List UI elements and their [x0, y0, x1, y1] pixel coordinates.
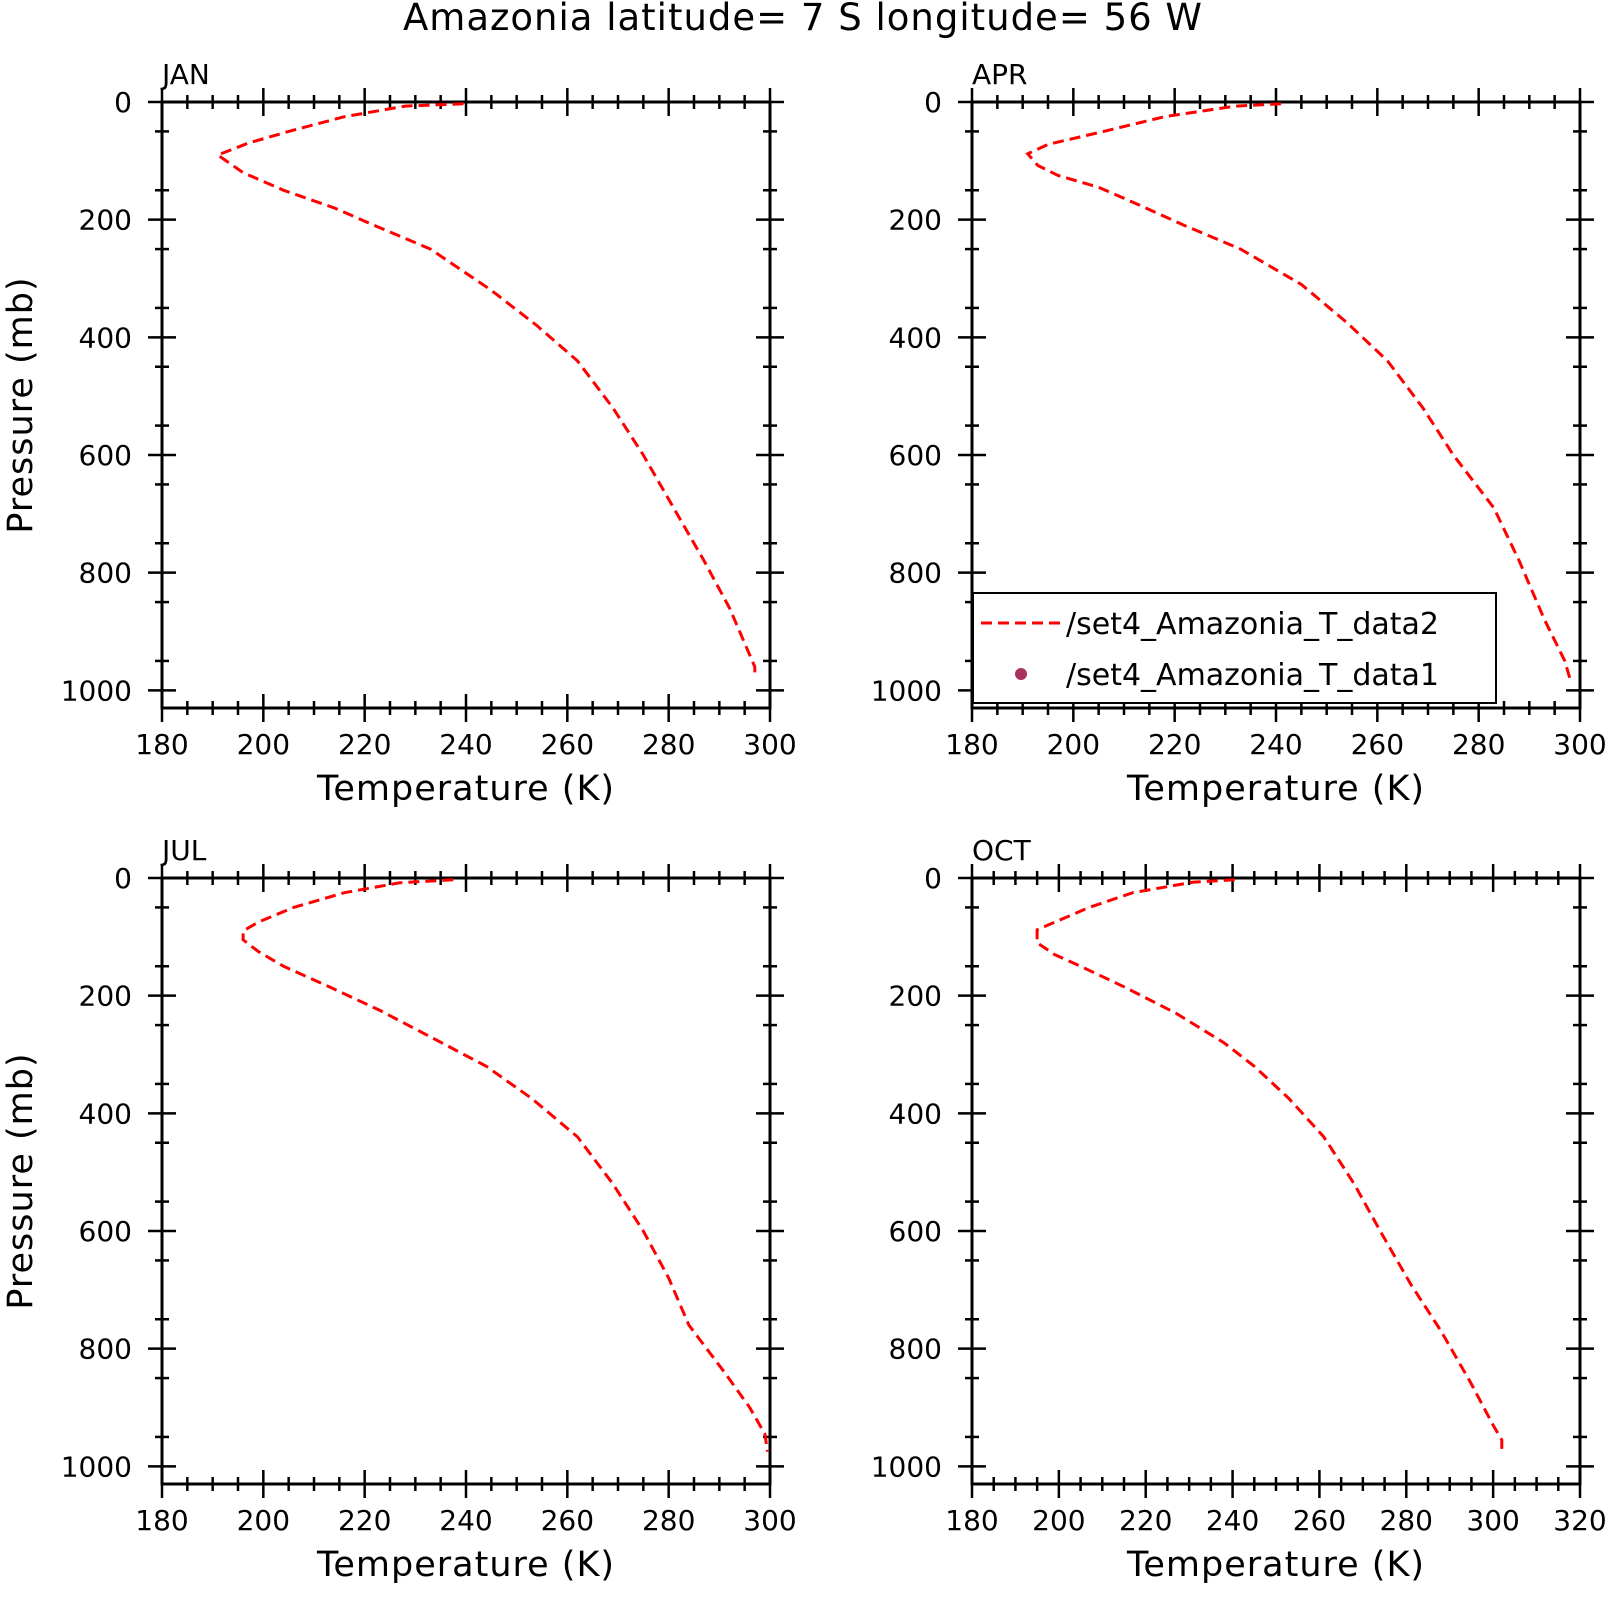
y-tick-label-jul-1: 200 [79, 980, 132, 1013]
x-tick-label-oct-0: 180 [945, 1504, 998, 1537]
y-tick-label-jul-4: 800 [79, 1333, 132, 1366]
y-tick-label-apr-2: 400 [889, 321, 942, 354]
y-tick-label-oct-1: 200 [889, 980, 942, 1013]
y-tick-label-jul-2: 400 [79, 1097, 132, 1130]
legend: /set4_Amazonia_T_data2 /set4_Amazonia_T_… [972, 592, 1497, 704]
figure-title: Amazonia latitude= 7 S longitude= 56 W [403, 0, 1203, 39]
series-line-jul-0 [241, 878, 769, 1452]
y-tick-label-apr-5: 1000 [871, 674, 942, 707]
y-tick-label-oct-5: 1000 [871, 1450, 942, 1483]
x-tick-label-jul-0: 180 [135, 1504, 188, 1537]
panel-label-apr: APR [972, 58, 1028, 91]
x-axis-title-oct: Temperature (K) [1126, 1545, 1425, 1585]
y-tick-label-jan-0: 0 [114, 86, 132, 119]
x-tick-label-oct-2: 220 [1119, 1504, 1172, 1537]
y-tick-label-oct-3: 600 [889, 1215, 942, 1248]
panel-label-jan: JAN [160, 58, 210, 91]
x-axis-title-jan: Temperature (K) [316, 769, 615, 809]
x-tick-label-oct-5: 280 [1380, 1504, 1433, 1537]
legend-label-data2: /set4_Amazonia_T_data2 [1066, 607, 1439, 642]
y-tick-label-apr-1: 200 [889, 204, 942, 237]
plot-frame-oct [970, 876, 1582, 1486]
y-tick-label-jan-5: 1000 [61, 674, 132, 707]
y-tick-label-jan-4: 800 [79, 557, 132, 590]
plot-frame-jan [160, 100, 772, 710]
y-tick-label-jan-2: 400 [79, 321, 132, 354]
x-tick-label-apr-4: 260 [1351, 728, 1404, 761]
x-tick-label-apr-6: 300 [1553, 728, 1606, 761]
y-tick-label-apr-3: 600 [889, 439, 942, 472]
x-tick-label-jan-0: 180 [135, 728, 188, 761]
x-tick-label-jul-5: 280 [642, 1504, 695, 1537]
legend-frame [972, 592, 1497, 704]
y-tick-label-oct-0: 0 [924, 862, 942, 895]
x-tick-label-jan-5: 280 [642, 728, 695, 761]
series-line-apr-0 [1025, 102, 1572, 680]
x-tick-label-apr-3: 240 [1249, 728, 1302, 761]
y-tick-label-jan-3: 600 [79, 439, 132, 472]
y-tick-label-oct-4: 800 [889, 1333, 942, 1366]
x-tick-label-jan-6: 300 [743, 728, 796, 761]
y-tick-label-jul-0: 0 [114, 862, 132, 895]
x-tick-label-oct-4: 260 [1293, 1504, 1346, 1537]
x-tick-label-jul-4: 260 [541, 1504, 594, 1537]
y-tick-label-jul-3: 600 [79, 1215, 132, 1248]
x-tick-label-jul-3: 240 [439, 1504, 492, 1537]
x-tick-label-jan-1: 200 [237, 728, 290, 761]
legend-swatch-data1 [1015, 668, 1027, 680]
y-tick-label-apr-0: 0 [924, 86, 942, 119]
plot-frame-jul [160, 876, 772, 1486]
y-tick-label-apr-4: 800 [889, 557, 942, 590]
y-axis-title-jan: Pressure (mb) [1, 276, 41, 533]
x-tick-label-apr-5: 280 [1452, 728, 1505, 761]
y-tick-label-oct-2: 400 [889, 1097, 942, 1130]
x-tick-label-jul-1: 200 [237, 1504, 290, 1537]
series-line-jan-0 [214, 102, 757, 676]
x-tick-label-jan-4: 260 [541, 728, 594, 761]
x-tick-label-jul-2: 220 [338, 1504, 391, 1537]
x-tick-label-jul-6: 300 [743, 1504, 796, 1537]
x-tick-label-oct-3: 240 [1206, 1504, 1259, 1537]
x-tick-label-apr-0: 180 [945, 728, 998, 761]
y-axis-title-jul: Pressure (mb) [1, 1052, 41, 1309]
y-tick-label-jul-5: 1000 [61, 1450, 132, 1483]
x-tick-label-oct-6: 300 [1466, 1504, 1519, 1537]
x-axis-title-apr: Temperature (K) [1126, 769, 1425, 809]
x-tick-label-apr-2: 220 [1148, 728, 1201, 761]
x-tick-label-oct-1: 200 [1032, 1504, 1085, 1537]
x-tick-label-jan-2: 220 [338, 728, 391, 761]
y-tick-label-jan-1: 200 [79, 204, 132, 237]
legend-label-data1: /set4_Amazonia_T_data1 [1066, 658, 1439, 693]
x-tick-label-oct-7: 320 [1553, 1504, 1606, 1537]
x-axis-title-jul: Temperature (K) [316, 1545, 615, 1585]
series-line-oct-0 [1035, 878, 1504, 1452]
panel-label-oct: OCT [972, 834, 1032, 867]
panel-label-jul: JUL [160, 834, 207, 867]
x-tick-label-apr-1: 200 [1047, 728, 1100, 761]
x-tick-label-jan-3: 240 [439, 728, 492, 761]
